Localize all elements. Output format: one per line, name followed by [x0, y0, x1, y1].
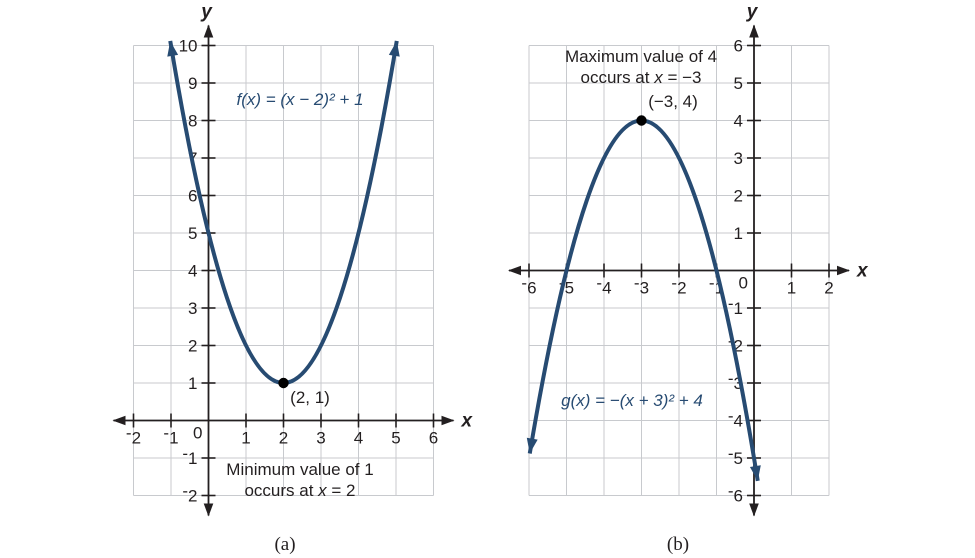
equation-label-a: f(x) = (x − 2)² + 1 [236, 90, 364, 109]
x-axis-label: x [856, 261, 869, 282]
vertex-label-b: (−3, 4) [648, 92, 698, 111]
y-axis-arrow-up [203, 24, 214, 38]
y-tick-label-3: 3 [188, 299, 197, 318]
y-tick-label-9: 9 [188, 74, 197, 93]
curve-arrow-end-b [749, 465, 761, 481]
y-tick-label-4: 4 [734, 112, 743, 131]
y-tick-label--1: -1 [728, 294, 743, 318]
note-a-line2-post: = 2 [326, 481, 356, 500]
x-tick-label-5: 5 [391, 429, 400, 448]
x-tick-label-2: 2 [824, 279, 833, 298]
x-tick-label--2: -2 [126, 424, 141, 448]
y-tick-label-4: 4 [188, 262, 197, 281]
x-axis-arrow-left [112, 415, 126, 426]
y-tick-label-6: 6 [188, 187, 197, 206]
extremum-note-b: Maximum value of 4 occurs at x = −3 [565, 46, 717, 88]
x-tick-label-4: 4 [354, 429, 363, 448]
curve-b [527, 118, 760, 482]
x-tick-label--2: -2 [671, 274, 686, 298]
x-tick-label--6: -6 [521, 274, 536, 298]
y-tick-label-3: 3 [734, 149, 743, 168]
y-tick-label--6: -6 [728, 482, 743, 506]
y-tick-label--2: -2 [182, 482, 197, 506]
x-tick-label--3: -3 [634, 274, 649, 298]
y-tick-label-10: 10 [179, 37, 198, 56]
note-b-line2-pre: occurs at [580, 68, 655, 87]
y-tick-label-6: 6 [734, 37, 743, 56]
vertex-label-a: (2, 1) [290, 388, 330, 407]
origin-label: 0 [193, 424, 202, 443]
y-tick-label--3: -3 [728, 369, 743, 393]
equation-label-b: g(x) = −(x + 3)² + 4 [561, 391, 703, 410]
y-tick-label-2: 2 [734, 187, 743, 206]
y-axis-label: y [200, 2, 213, 23]
curve-arrow-end-a [388, 40, 400, 57]
ticks-a [132, 44, 435, 497]
x-axis-arrow-right [837, 265, 850, 276]
y-axis-arrow-down [203, 503, 214, 517]
y-tick-label-8: 8 [188, 112, 197, 131]
curve-arrow-start-a [167, 40, 179, 57]
y-tick-label-1: 1 [734, 224, 743, 243]
x-axis-arrow-left [508, 265, 521, 276]
y-axis-arrow-down [749, 503, 759, 517]
extremum-note-a-line2: occurs at x = 2 [226, 480, 373, 501]
note-b-line2-post: = −3 [662, 68, 702, 87]
x-tick-label-6: 6 [429, 429, 438, 448]
x-axis-label: x [461, 411, 474, 432]
caption-a: (a) [274, 534, 296, 555]
x-axis-arrow-right [441, 415, 455, 426]
x-tick-label-3: 3 [316, 429, 325, 448]
note-b-line2-var: x [654, 68, 663, 87]
note-a-line2-pre: occurs at [244, 481, 319, 500]
y-tick-label-5: 5 [734, 74, 743, 93]
extremum-note-b-line1: Maximum value of 4 [564, 47, 718, 66]
y-tick-label-2: 2 [188, 337, 197, 356]
x-tick-label-1: 1 [241, 429, 250, 448]
extremum-note-b-line2: occurs at x = −3 [565, 67, 717, 88]
extremum-note-a: Minimum value of 1 occurs at x = 2 [226, 459, 373, 501]
y-tick-label--4: -4 [728, 407, 743, 431]
x-tick-label-1: 1 [787, 279, 796, 298]
y-tick-label--5: -5 [728, 444, 743, 468]
y-tick-label-5: 5 [188, 224, 197, 243]
y-axis-label: y [746, 2, 759, 23]
vertex-dot-b [636, 115, 647, 126]
x-tick-label-2: 2 [279, 429, 288, 448]
x-tick-label--1: -1 [163, 424, 178, 448]
y-tick-label--1: -1 [182, 444, 197, 468]
caption-b: (b) [666, 534, 690, 555]
curve-arrow-start-b [526, 437, 538, 454]
origin-label: 0 [739, 274, 748, 293]
extremum-note-a-line1: Minimum value of 1 [226, 460, 374, 479]
note-a-line2-var: x [318, 481, 327, 500]
y-tick-label-1: 1 [188, 374, 197, 393]
vertex-dot-a [278, 377, 289, 389]
y-axis-arrow-up [749, 24, 759, 38]
x-tick-label--4: -4 [596, 274, 611, 298]
